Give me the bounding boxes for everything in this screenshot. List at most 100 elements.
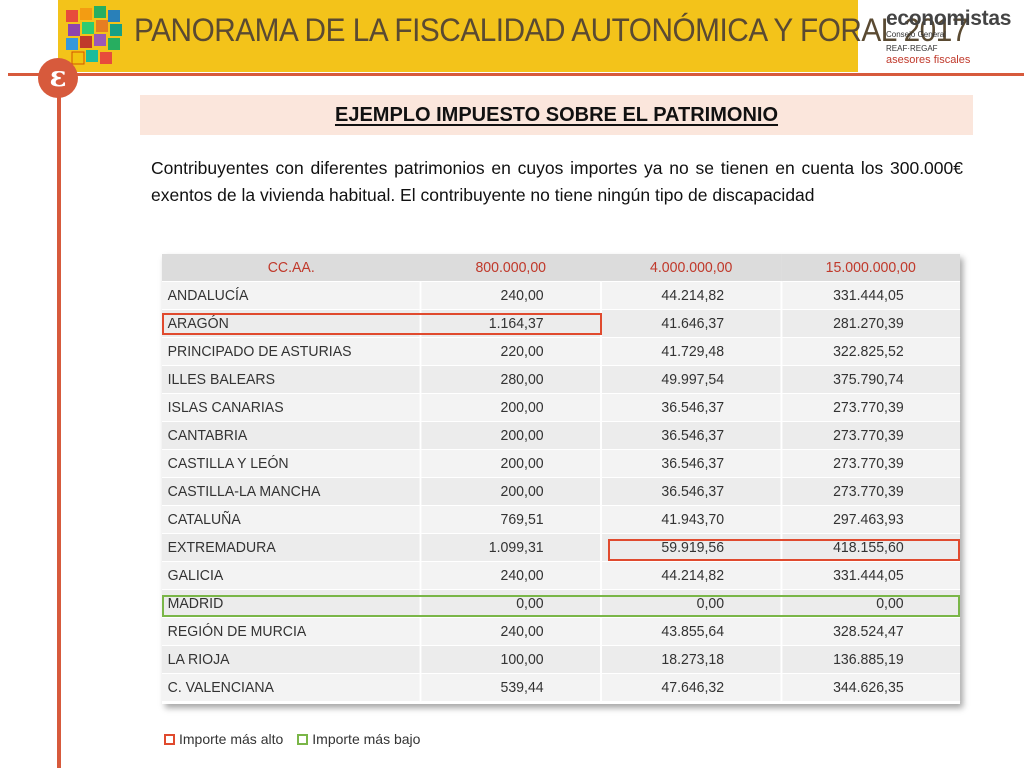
amount-cell: 1.164,37 — [419, 309, 601, 338]
table-row: LA RIOJA 100,00 18.273,18 136.885,19 — [162, 645, 961, 674]
amount-cell: 0,00 — [419, 589, 601, 618]
left-accent-line — [57, 60, 61, 768]
amount-cell: 418.155,60 — [780, 533, 961, 562]
region-cell: ISLAS CANARIAS — [162, 393, 421, 422]
logo-main-text: economistas — [886, 7, 1012, 30]
amount-cell: 44.214,82 — [600, 561, 782, 590]
table-row: PRINCIPADO DE ASTURIAS 220,00 41.729,48 322… — [162, 337, 961, 366]
column-header: 15.000.000,00 — [781, 254, 961, 282]
amount-cell: 136.885,19 — [780, 645, 961, 674]
data-table: CC.AA. 800.000,00 4.000.000,00 15.000.00… — [162, 254, 961, 702]
patrimonio-table: CC.AA. 800.000,00 4.000.000,00 15.000.00… — [162, 254, 961, 704]
region-cell: ARAGÓN — [162, 309, 421, 338]
table-row: ILLES BALEARS 280,00 49.997,54 375.790,74 — [162, 365, 961, 394]
amount-cell: 41.646,37 — [600, 309, 782, 338]
table-header-row: CC.AA. 800.000,00 4.000.000,00 15.000.00… — [162, 254, 961, 282]
region-cell: GALICIA — [162, 561, 421, 590]
region-cell: CANTABRIA — [162, 421, 421, 450]
logo-tagline: asesores fiscales — [886, 54, 971, 66]
amount-cell: 36.546,37 — [600, 393, 782, 422]
table-row: GALICIA 240,00 44.214,82 331.444,05 — [162, 561, 961, 590]
column-header: CC.AA. — [162, 254, 421, 282]
amount-cell: 36.546,37 — [600, 449, 782, 478]
amount-cell: 59.919,56 — [600, 533, 782, 562]
legend-highest-label: Importe más alto — [179, 731, 284, 747]
column-header: 4.000.000,00 — [600, 254, 782, 282]
region-cell: MADRID — [162, 589, 421, 618]
amount-cell: 200,00 — [419, 477, 601, 506]
amount-cell: 41.943,70 — [600, 505, 782, 534]
amount-cell: 331.444,05 — [780, 281, 961, 310]
amount-cell: 769,51 — [419, 505, 601, 534]
amount-cell: 1.099,31 — [419, 533, 601, 562]
amount-cell: 331.444,05 — [780, 561, 961, 590]
amount-cell: 0,00 — [600, 589, 782, 618]
logo-sub-text: Consejo General — [886, 30, 947, 39]
amount-cell: 41.729,48 — [600, 337, 782, 366]
amount-cell: 36.546,37 — [600, 477, 782, 506]
amount-cell: 240,00 — [419, 281, 601, 310]
amount-cell: 47.646,32 — [600, 673, 782, 702]
economistas-logo: economistas Consejo General REAF·REGAF a… — [886, 7, 1018, 67]
table-row: EXTREMADURA 1.099,31 59.919,56 418.155,60 — [162, 533, 961, 562]
cubes-logo-icon — [66, 6, 122, 65]
region-cell: C. VALENCIANA — [162, 673, 421, 702]
region-cell: CASTILLA Y LEÓN — [162, 449, 421, 478]
table-row: MADRID 0,00 0,00 0,00 — [162, 589, 961, 618]
header-divider — [8, 73, 1024, 76]
amount-cell: 0,00 — [780, 589, 961, 618]
table-row: C. VALENCIANA 539,44 47.646,32 344.626,35 — [162, 673, 961, 702]
amount-cell: 43.855,64 — [600, 617, 782, 646]
table-row: ANDALUCÍA 240,00 44.214,82 331.444,05 — [162, 281, 961, 310]
amount-cell: 273.770,39 — [780, 421, 961, 450]
amount-cell: 297.463,93 — [780, 505, 961, 534]
amount-cell: 44.214,82 — [600, 281, 782, 310]
table-row: CASTILLA Y LEÓN 200,00 36.546,37 273.770,39 — [162, 449, 961, 478]
amount-cell: 539,44 — [419, 673, 601, 702]
legend-lowest-label: Importe más bajo — [312, 731, 421, 747]
amount-cell: 220,00 — [419, 337, 601, 366]
table-row: CANTABRIA 200,00 36.546,37 273.770,39 — [162, 421, 961, 450]
amount-cell: 328.524,47 — [780, 617, 961, 646]
table-row: CATALUÑA 769,51 41.943,70 297.463,93 — [162, 505, 961, 534]
legend-highest-swatch — [164, 733, 175, 745]
amount-cell: 240,00 — [419, 561, 601, 590]
amount-cell: 273.770,39 — [780, 393, 961, 422]
header-banner: PANORAMA DE LA FISCALIDAD AUTONÓMICA Y F… — [58, 0, 968, 72]
emblem-icon: ɛ — [38, 58, 78, 98]
region-cell: REGIÓN DE MURCIA — [162, 617, 421, 646]
intro-paragraph: Contribuyentes con diferentes patrimonio… — [151, 158, 963, 205]
amount-cell: 36.546,37 — [600, 421, 782, 450]
region-cell: PRINCIPADO DE ASTURIAS — [162, 337, 421, 366]
region-cell: CATALUÑA — [162, 505, 421, 534]
column-header: 800.000,00 — [420, 254, 601, 282]
table-row: REGIÓN DE MURCIA 240,00 43.855,64 328.524,4… — [162, 617, 961, 646]
amount-cell: 200,00 — [419, 449, 601, 478]
amount-cell: 344.626,35 — [780, 673, 961, 702]
table-row: ARAGÓN 1.164,37 41.646,37 281.270,39 — [162, 309, 961, 338]
amount-cell: 18.273,18 — [600, 645, 782, 674]
amount-cell: 200,00 — [419, 421, 601, 450]
banner-title: PANORAMA DE LA FISCALIDAD AUTONÓMICA Y F… — [134, 12, 968, 48]
region-cell: ANDALUCÍA — [162, 281, 421, 310]
amount-cell: 375.790,74 — [780, 365, 961, 394]
region-cell: CASTILLA-LA MANCHA — [162, 477, 421, 506]
section-title-bar: EJEMPLO IMPUESTO SOBRE EL PATRIMONIO — [140, 95, 973, 135]
amount-cell: 240,00 — [419, 617, 601, 646]
amount-cell: 273.770,39 — [780, 477, 961, 506]
section-title: EJEMPLO IMPUESTO SOBRE EL PATRIMONIO — [334, 104, 779, 126]
logo-org-text: REAF·REGAF — [886, 44, 938, 53]
amount-cell: 100,00 — [419, 645, 601, 674]
amount-cell: 200,00 — [419, 393, 601, 422]
amount-cell: 49.997,54 — [600, 365, 782, 394]
region-cell: ILLES BALEARS — [162, 365, 421, 394]
legend: Importe más alto Importe más bajo — [164, 731, 420, 747]
amount-cell: 280,00 — [419, 365, 601, 394]
region-cell: LA RIOJA — [162, 645, 421, 674]
table-row: CASTILLA-LA MANCHA 200,00 36.546,37 273.770… — [162, 477, 961, 506]
amount-cell: 273.770,39 — [780, 449, 961, 478]
region-cell: EXTREMADURA — [162, 533, 421, 562]
legend-lowest-swatch — [297, 733, 309, 745]
amount-cell: 281.270,39 — [780, 309, 961, 338]
table-row: ISLAS CANARIAS 200,00 36.546,37 273.770,39 — [162, 393, 961, 422]
